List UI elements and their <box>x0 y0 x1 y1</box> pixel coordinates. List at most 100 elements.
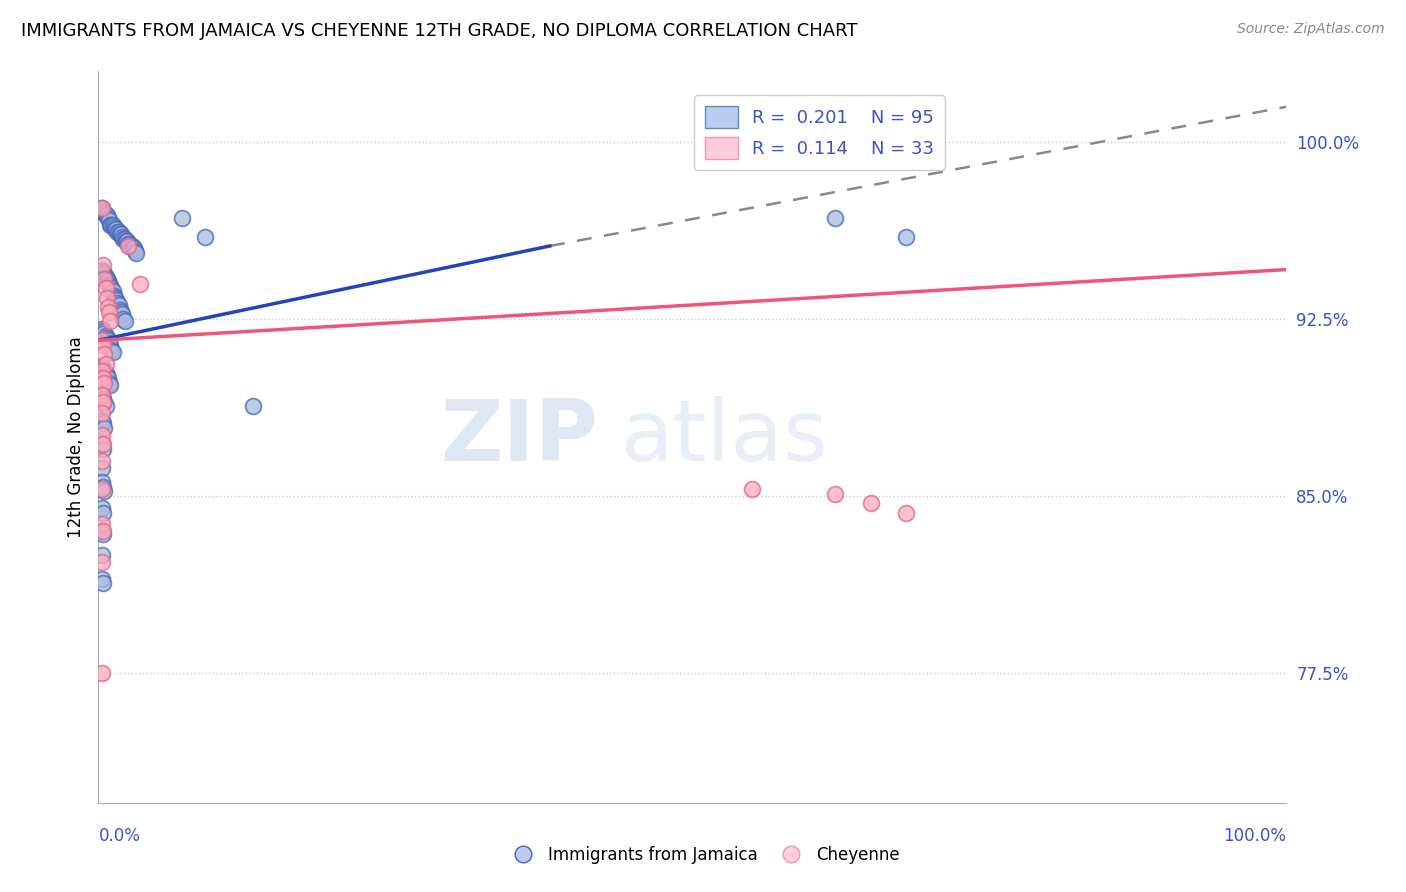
Point <box>91 392 114 407</box>
Point <box>91 203 114 218</box>
Point <box>94 400 117 414</box>
Point <box>108 302 131 317</box>
Point <box>91 334 114 348</box>
Point <box>129 277 152 291</box>
Point <box>91 407 114 421</box>
Point <box>108 227 131 242</box>
Point <box>91 387 114 401</box>
Point <box>91 480 114 494</box>
Point <box>110 227 132 242</box>
Point <box>93 376 115 390</box>
Point <box>896 229 918 244</box>
Point <box>117 236 139 251</box>
Point <box>105 222 128 236</box>
Point <box>125 246 148 260</box>
Point <box>117 239 139 253</box>
Point <box>91 460 114 475</box>
Point <box>103 220 125 235</box>
Point <box>91 506 114 520</box>
Point <box>91 475 114 489</box>
Point <box>93 394 115 409</box>
Text: Source: ZipAtlas.com: Source: ZipAtlas.com <box>1237 22 1385 37</box>
Point <box>122 241 145 255</box>
Point <box>93 272 115 286</box>
Point <box>122 241 145 255</box>
Point <box>98 279 121 293</box>
Point <box>107 225 129 239</box>
Point <box>91 324 114 338</box>
Point <box>98 277 121 291</box>
Point <box>120 239 142 253</box>
Point <box>115 234 138 248</box>
Text: 0.0%: 0.0% <box>98 827 141 845</box>
Point <box>98 218 121 232</box>
Point <box>91 437 114 451</box>
Point <box>93 326 115 341</box>
Point <box>98 314 121 328</box>
Point <box>94 367 117 381</box>
Point <box>91 262 114 277</box>
Point <box>91 526 114 541</box>
Point <box>98 376 121 390</box>
Point <box>91 482 114 496</box>
Point <box>91 338 114 352</box>
Point <box>91 442 114 456</box>
Point <box>101 284 124 298</box>
Point <box>97 211 120 225</box>
Point <box>91 427 114 442</box>
Point <box>91 364 114 378</box>
Point <box>96 368 118 383</box>
Point <box>101 345 124 359</box>
Point <box>170 211 193 225</box>
Point <box>93 364 115 378</box>
Point <box>91 265 114 279</box>
Point <box>824 211 846 225</box>
Point <box>97 371 120 385</box>
Point <box>91 666 114 681</box>
Point <box>94 269 117 284</box>
Point <box>91 321 114 335</box>
Point <box>104 291 127 305</box>
Text: ZIP: ZIP <box>440 395 598 479</box>
Point <box>91 517 114 532</box>
Point <box>859 496 882 510</box>
Point <box>93 420 115 434</box>
Point <box>91 572 114 586</box>
Point <box>98 378 121 392</box>
Point <box>97 301 120 315</box>
Point <box>105 293 128 308</box>
Point <box>91 500 114 515</box>
Point <box>91 548 114 562</box>
Point <box>111 307 134 321</box>
Point <box>91 201 114 215</box>
Text: atlas: atlas <box>621 395 830 479</box>
Point <box>101 218 124 232</box>
Point <box>104 222 127 236</box>
Point <box>91 258 114 272</box>
Point <box>107 225 129 239</box>
Point <box>242 400 264 414</box>
Point <box>114 234 136 248</box>
Point <box>93 484 115 499</box>
Point <box>91 576 114 591</box>
Point <box>96 291 118 305</box>
Legend: Immigrants from Jamaica, Cheyenne: Immigrants from Jamaica, Cheyenne <box>499 839 907 871</box>
Point <box>94 357 117 371</box>
Point <box>93 206 115 220</box>
Point <box>98 305 121 319</box>
Point <box>91 416 114 430</box>
Point <box>91 359 114 374</box>
Point <box>97 274 120 288</box>
Point <box>98 335 121 350</box>
Point <box>100 218 122 232</box>
Point <box>91 371 114 385</box>
Point <box>91 453 114 467</box>
Point <box>94 328 117 343</box>
Point <box>112 232 135 246</box>
Point <box>91 555 114 569</box>
Point <box>91 524 114 539</box>
Text: 100.0%: 100.0% <box>1223 827 1286 845</box>
Point <box>91 394 114 409</box>
Point <box>121 239 143 253</box>
Y-axis label: 12th Grade, No Diploma: 12th Grade, No Diploma <box>66 336 84 538</box>
